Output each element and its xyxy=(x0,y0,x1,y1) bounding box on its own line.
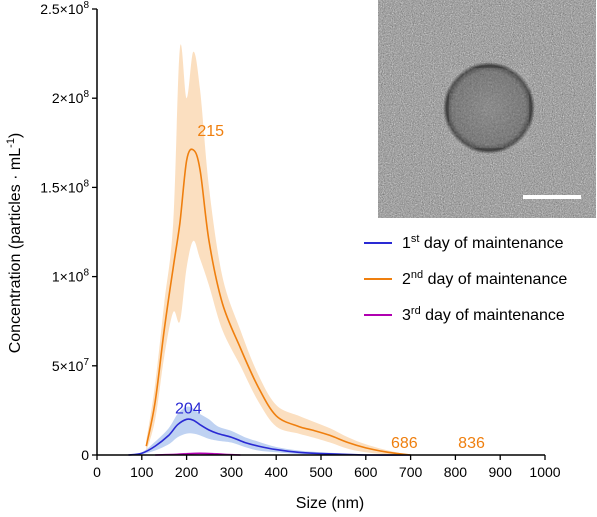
x-tick-label: 1000 xyxy=(529,464,560,480)
y-tick-label-exp: 8 xyxy=(83,89,89,100)
peak-label-204: 204 xyxy=(175,400,202,417)
y-tick-label-base: 2.5×10 xyxy=(40,1,83,17)
peak-label-686: 686 xyxy=(391,435,418,452)
y-tick-label-exp: 8 xyxy=(83,0,89,11)
series-1-band xyxy=(128,406,411,456)
y-tick-label: 1.5×108 xyxy=(40,178,89,195)
x-tick-label: 200 xyxy=(175,464,199,480)
y-tick-label: 2.5×108 xyxy=(40,0,89,17)
vesicle-texture xyxy=(449,68,529,148)
peak-label-836: 836 xyxy=(458,435,485,452)
y-tick-label-exp: 8 xyxy=(83,268,89,279)
legend-label-3: 3rd day of maintenance xyxy=(402,305,565,324)
y-tick-label-base: 5×10 xyxy=(52,358,84,374)
y-axis-title-sup: -1 xyxy=(5,138,17,148)
x-tick-label: 300 xyxy=(220,464,244,480)
y-tick-label-base: 2×10 xyxy=(52,90,84,106)
series-2-band xyxy=(146,44,411,456)
y-tick-label: 5×107 xyxy=(52,357,90,374)
y-tick-label: 0 xyxy=(81,447,89,463)
x-tick-label: 900 xyxy=(489,464,513,480)
x-tick-label: 400 xyxy=(265,464,289,480)
y-tick-label-base: 1×10 xyxy=(52,269,84,285)
y-tick-label-base: 0 xyxy=(81,447,89,463)
x-axis-title: Size (nm) xyxy=(296,495,364,512)
x-tick-label: 600 xyxy=(354,464,378,480)
y-tick-label-exp: 7 xyxy=(83,357,89,368)
x-tick-label: 100 xyxy=(130,464,154,480)
scale-bar xyxy=(523,195,581,199)
x-tick-label: 500 xyxy=(309,464,333,480)
x-tick-label: 800 xyxy=(444,464,468,480)
y-axis-title-main: Concentration (particles · mL xyxy=(7,148,24,354)
series-2-line xyxy=(145,148,411,456)
x-axis-ticks: 0 100 200 300 400 500 600 700 800 900 1000 xyxy=(93,455,561,480)
tem-micrograph-inset xyxy=(378,0,596,218)
y-tick-label: 2×108 xyxy=(52,89,90,106)
confidence-bands xyxy=(128,44,411,456)
peak-annotations: 215 204 686 836 xyxy=(175,123,485,452)
y-tick-label-exp: 8 xyxy=(83,178,89,189)
legend-label-2: 2nd day of maintenance xyxy=(402,269,567,288)
series-1-line xyxy=(128,418,411,456)
legend-label-1: 1st day of maintenance xyxy=(402,233,564,252)
x-tick-label: 0 xyxy=(93,464,101,480)
y-tick-label-base: 1.5×10 xyxy=(40,179,83,195)
y-tick-label: 1×108 xyxy=(52,268,90,285)
y-axis-title: Concentration (particles · mL-1) xyxy=(5,133,24,354)
y-axis-title-close: ) xyxy=(7,133,24,138)
legend: 1st day of maintenance 2nd day of mainten… xyxy=(364,233,567,324)
peak-label-215: 215 xyxy=(197,123,224,140)
x-tick-label: 700 xyxy=(399,464,423,480)
